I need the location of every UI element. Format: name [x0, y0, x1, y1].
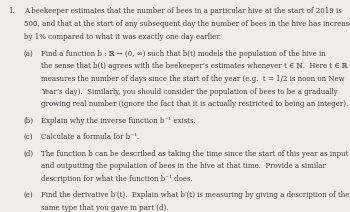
- Text: The function b can be described as taking the time since the start of this year : The function b can be described as takin…: [41, 150, 349, 158]
- Text: by 1% compared to what it was exactly one day earlier.: by 1% compared to what it was exactly on…: [24, 33, 221, 41]
- Text: 1.: 1.: [8, 7, 14, 15]
- Text: measures the number of days since the start of the year (e.g.  t = 1/2 is noon o: measures the number of days since the st…: [41, 75, 345, 83]
- Text: growing real number (ignore the fact that it is actually restricted to being an : growing real number (ignore the fact tha…: [41, 100, 349, 108]
- Text: Explain why the inverse function b⁻¹ exists.: Explain why the inverse function b⁻¹ exi…: [41, 117, 196, 125]
- Text: (c): (c): [24, 133, 33, 141]
- Text: description for what the function b⁻¹ does.: description for what the function b⁻¹ do…: [41, 175, 193, 183]
- Text: (d): (d): [24, 150, 34, 158]
- Text: the sense that b(t) agrees with the beekeeper’s estimates whenever t ∈ ℕ.  Here : the sense that b(t) agrees with the beek…: [41, 63, 348, 70]
- Text: Find the derivative b′(t).  Explain what b′(t) is measuring by giving a descript: Find the derivative b′(t). Explain what …: [41, 191, 350, 199]
- Text: (b): (b): [24, 117, 34, 125]
- Text: Year’s day).  Similarly, you should consider the population of bees to be a grad: Year’s day). Similarly, you should consi…: [41, 88, 338, 96]
- Text: Find a function b : ℝ → (0, ∞) such that b(t) models the population of the hive : Find a function b : ℝ → (0, ∞) such that…: [41, 50, 326, 58]
- Text: (e): (e): [24, 191, 33, 199]
- Text: Calculate a formula for b⁻¹.: Calculate a formula for b⁻¹.: [41, 133, 139, 141]
- Text: (a): (a): [24, 50, 34, 58]
- Text: same type that you gave in part (d).: same type that you gave in part (d).: [41, 204, 169, 212]
- Text: 500, and that at the start of any subsequent day the number of bees in the hive : 500, and that at the start of any subseq…: [24, 20, 350, 28]
- Text: A beekeeper estimates that the number of bees in a particular hive at the start : A beekeeper estimates that the number of…: [24, 7, 342, 15]
- Text: and outputting the population of bees in the hive at that time.  Provide a simil: and outputting the population of bees in…: [41, 162, 326, 170]
